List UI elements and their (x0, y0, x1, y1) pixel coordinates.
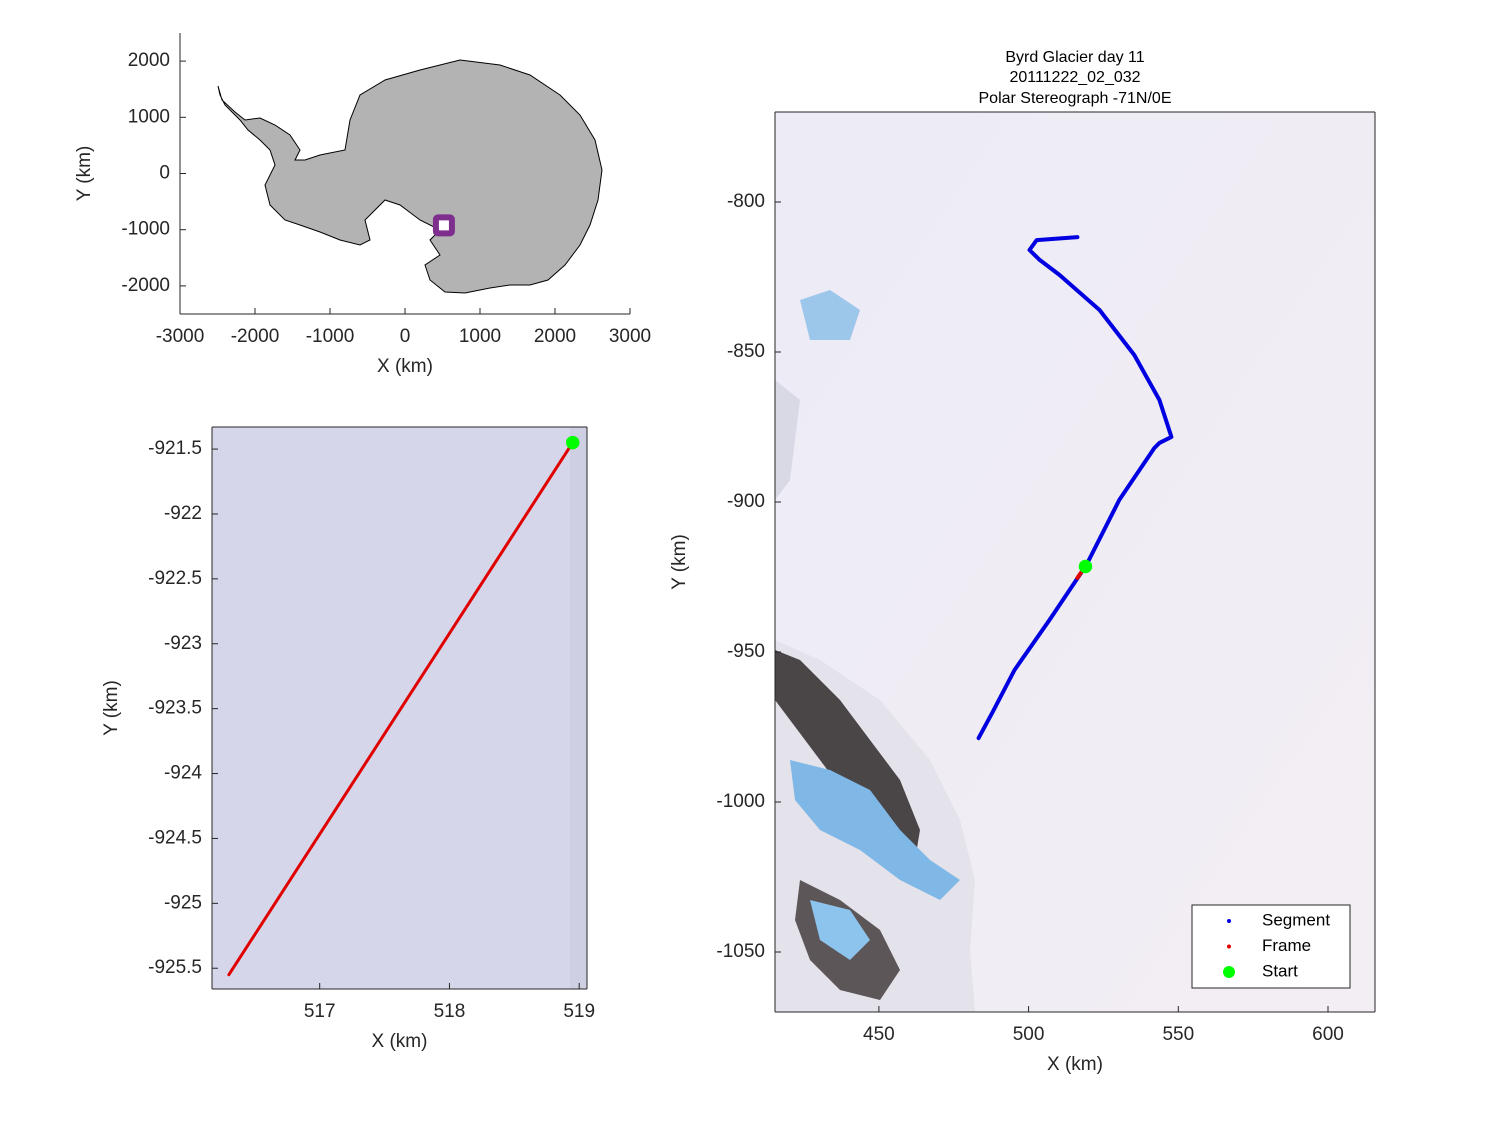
x-tick-label: -1000 (306, 326, 355, 347)
legend-label: Start (1262, 961, 1298, 980)
x-tick-label: -2000 (231, 326, 280, 347)
y-tick-label: -800 (727, 191, 765, 212)
track-line (227, 441, 575, 977)
x-tick-label: 500 (1013, 1024, 1045, 1045)
y-tick-label: -922.5 (148, 568, 202, 589)
y-tick-label: -923.5 (148, 698, 202, 719)
legend-label: Segment (1262, 910, 1330, 929)
start-marker (565, 435, 580, 450)
x-axis-label: X (km) (1047, 1054, 1103, 1075)
x-tick-label: 2000 (534, 326, 576, 347)
x-axis-label: X (km) (377, 356, 433, 377)
continent-outline (217, 59, 603, 294)
y-tick-label: -925 (164, 892, 202, 913)
x-tick-label: 0 (400, 326, 411, 347)
y-tick-label: 1000 (128, 106, 170, 127)
x-tick-label: 518 (434, 1001, 466, 1022)
legend-label: Frame (1262, 936, 1311, 955)
y-tick-label: -922 (164, 503, 202, 524)
y-axis-label: Y (km) (101, 680, 122, 736)
y-tick-label: 2000 (128, 50, 170, 71)
satellite-image (775, 112, 1375, 1012)
y-axis-label: Y (km) (74, 146, 95, 202)
legend-symbol (1223, 966, 1235, 978)
y-tick-label: -924 (164, 763, 202, 784)
x-tick-label: 517 (304, 1001, 336, 1022)
x-tick-label: 450 (863, 1024, 895, 1045)
y-tick-label: -923 (164, 633, 202, 654)
y-tick-label: -850 (727, 341, 765, 362)
image-tile (570, 427, 587, 989)
start-marker (1078, 559, 1093, 574)
chart-subtitle: Polar Stereograph -71N/0E (979, 90, 1172, 107)
x-tick-label: -3000 (156, 326, 205, 347)
chart-subtitle: 20111222_02_032 (1009, 69, 1140, 86)
y-tick-label: -900 (727, 491, 765, 512)
x-tick-label: 550 (1162, 1024, 1194, 1045)
location-box (432, 214, 455, 237)
y-tick-label: -1050 (716, 941, 765, 962)
x-axis-label: X (km) (372, 1031, 428, 1052)
x-tick-label: 1000 (459, 326, 501, 347)
x-tick-label: 519 (563, 1001, 595, 1022)
y-axis-label: Y (km) (669, 534, 690, 590)
y-tick-label: -925.5 (148, 957, 202, 978)
y-tick-label: -924.5 (148, 827, 202, 848)
y-tick-label: -1000 (121, 219, 170, 240)
y-tick-label: -1000 (716, 791, 765, 812)
legend-symbol (1227, 944, 1231, 949)
legend-symbol (1227, 919, 1231, 923)
chart-title: Byrd Glacier day 11 (1005, 49, 1144, 66)
y-tick-label: -921.5 (148, 438, 202, 459)
legend-box (1191, 904, 1351, 989)
y-tick-label: -950 (727, 641, 765, 662)
y-tick-label: -2000 (121, 275, 170, 296)
x-tick-label: 600 (1312, 1024, 1344, 1045)
track-line (976, 235, 1174, 741)
x-tick-label: 3000 (609, 326, 651, 347)
y-tick-label: 0 (159, 163, 170, 184)
